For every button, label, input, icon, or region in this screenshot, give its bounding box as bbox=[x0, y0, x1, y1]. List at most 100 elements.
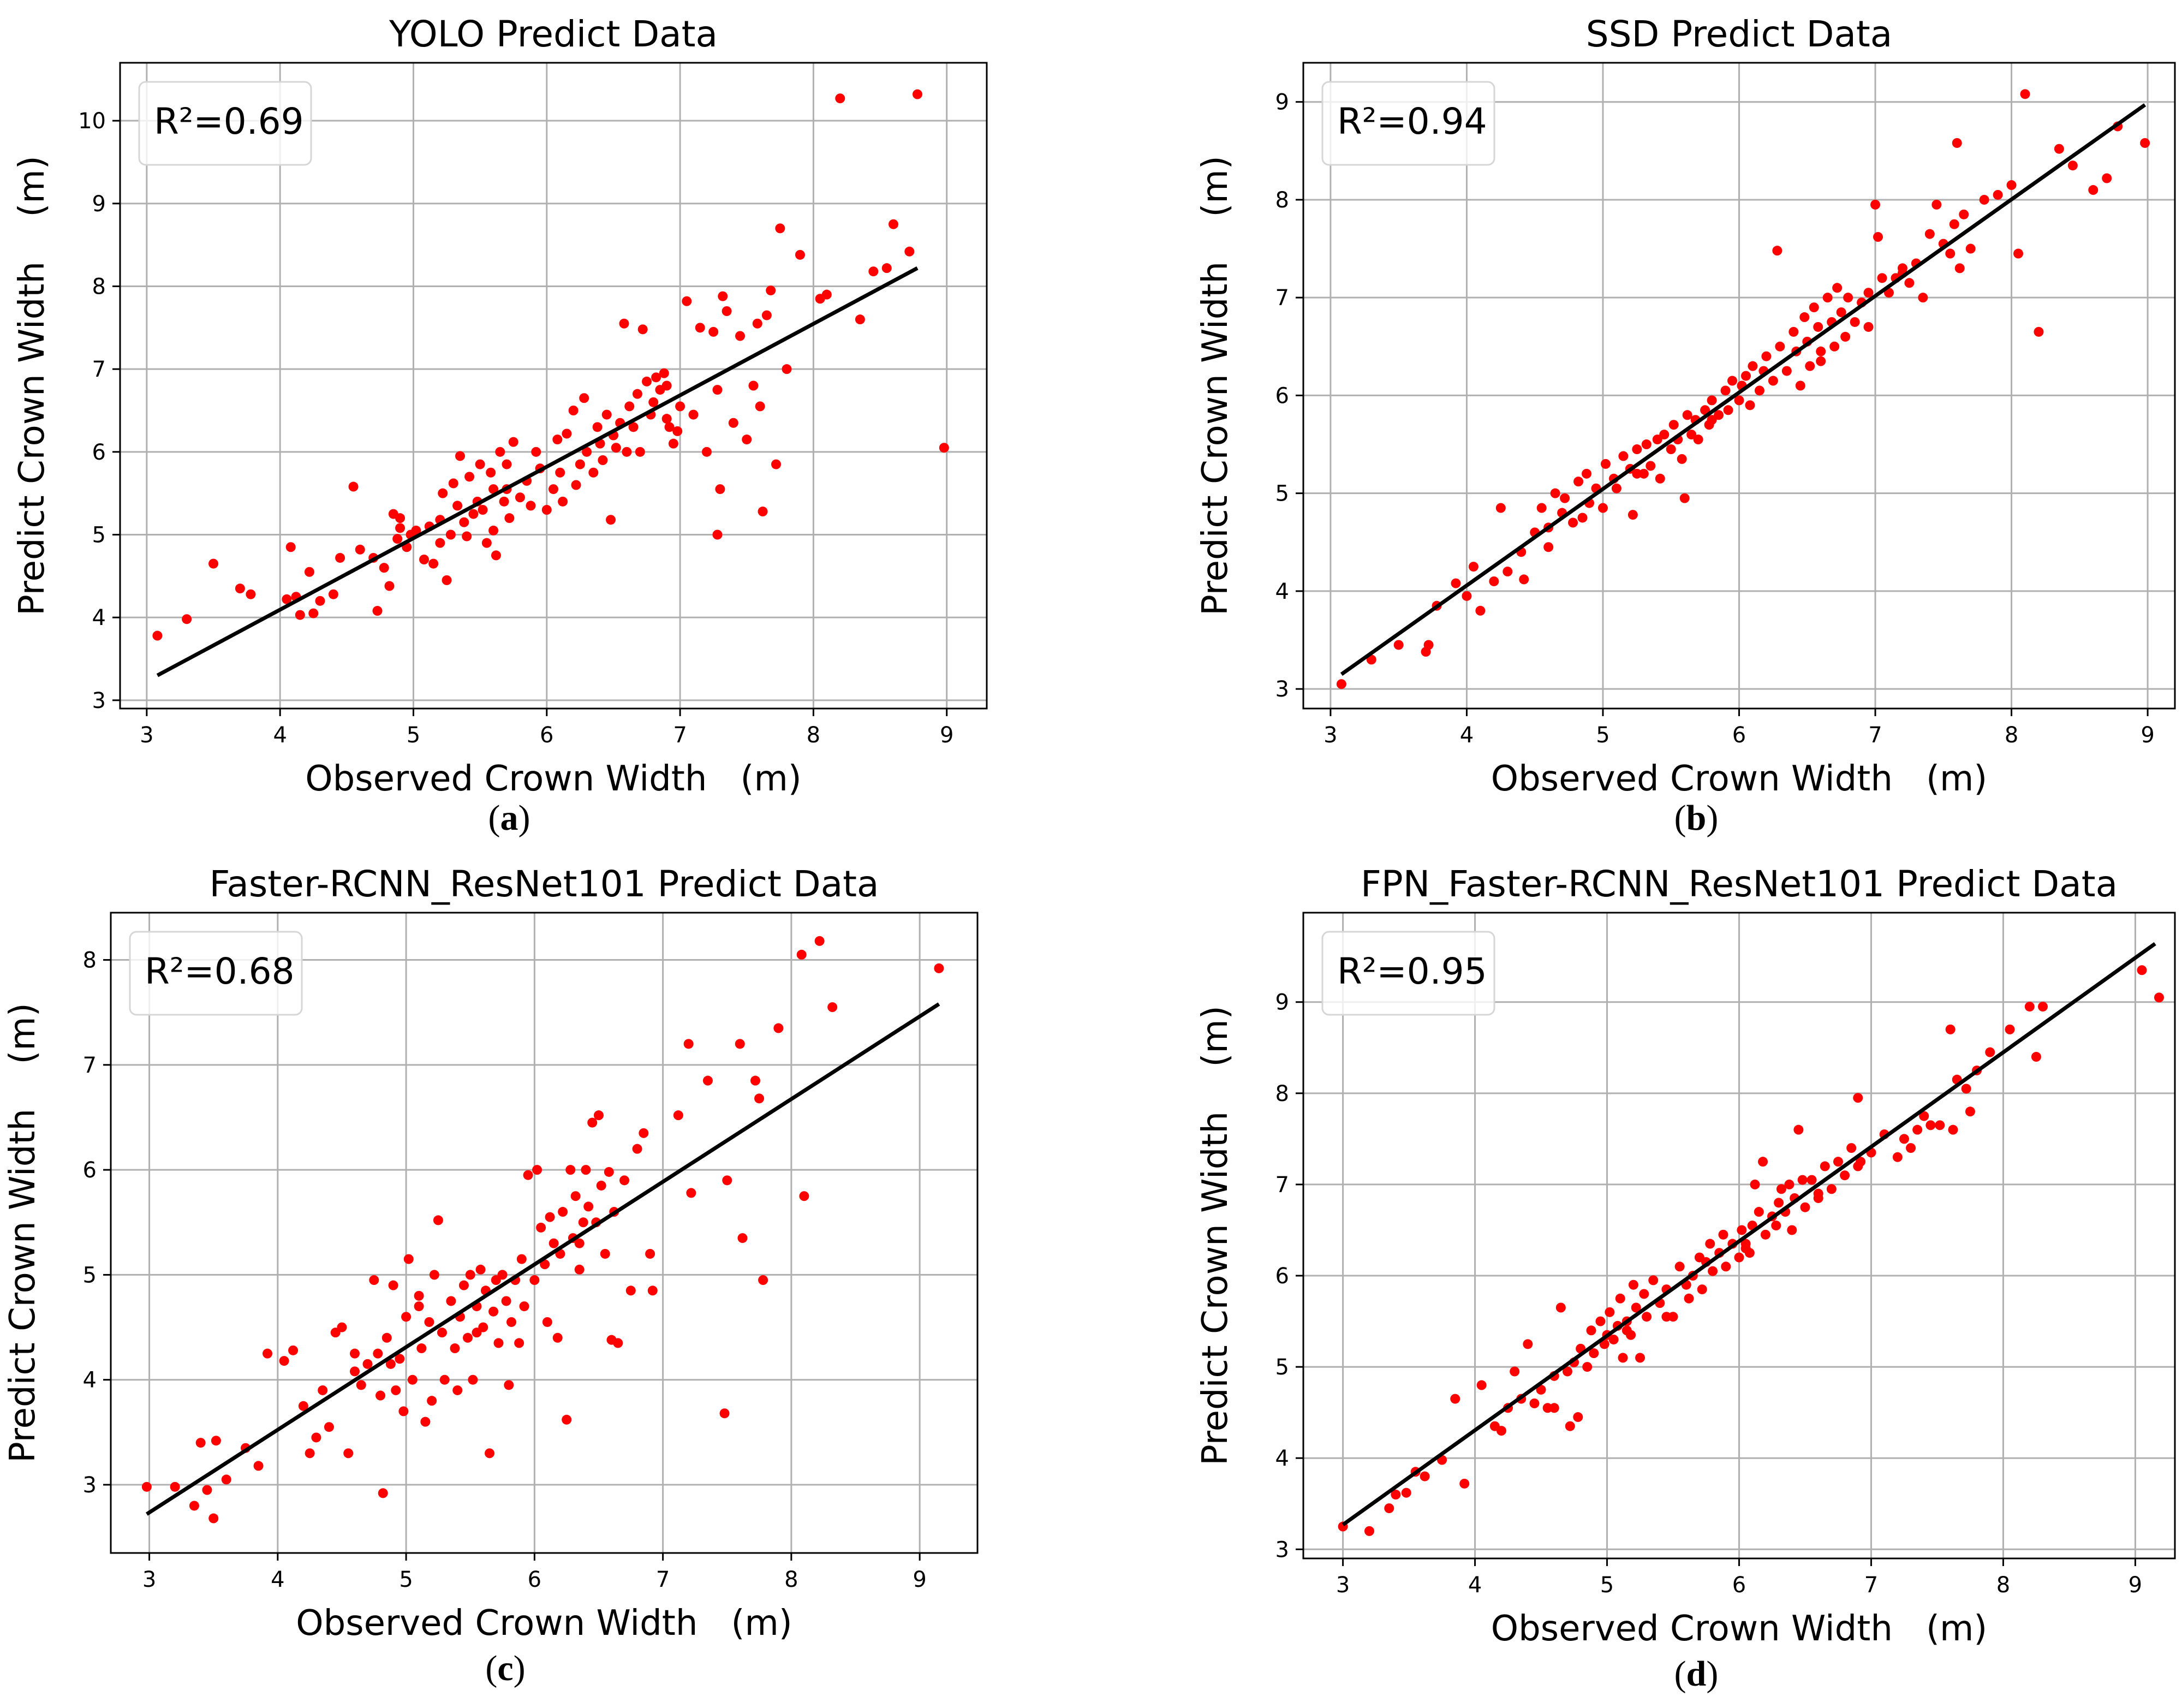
data-point bbox=[661, 380, 672, 391]
data-point bbox=[385, 1359, 396, 1369]
plot-frame bbox=[110, 912, 979, 1554]
data-point bbox=[1727, 376, 1738, 386]
data-point bbox=[508, 437, 518, 447]
data-point bbox=[1816, 356, 1826, 366]
data-point bbox=[465, 1270, 475, 1280]
data-point bbox=[1560, 493, 1570, 503]
data-point bbox=[718, 291, 728, 301]
panel-caption: (d) bbox=[1674, 1654, 1719, 1694]
data-point bbox=[637, 324, 648, 335]
data-point bbox=[775, 223, 785, 234]
data-point bbox=[499, 496, 509, 507]
y-axis-label: Predict Crown Width (m) bbox=[1195, 1005, 1236, 1465]
data-point bbox=[1945, 248, 1956, 259]
data-point bbox=[2137, 965, 2147, 975]
data-point bbox=[468, 1374, 478, 1385]
data-point bbox=[1519, 574, 1529, 585]
data-point bbox=[1993, 189, 2003, 200]
data-point bbox=[141, 1481, 152, 1492]
data-point bbox=[170, 1481, 180, 1492]
data-point bbox=[1985, 1047, 1995, 1057]
y-tick-label: 5 bbox=[1275, 481, 1289, 507]
data-point bbox=[1965, 1106, 1975, 1117]
data-point bbox=[488, 525, 499, 535]
data-point bbox=[651, 372, 661, 383]
data-point bbox=[648, 397, 659, 407]
data-point bbox=[1758, 1157, 1768, 1167]
data-point bbox=[349, 1366, 360, 1377]
data-point bbox=[1737, 1225, 1747, 1235]
data-point bbox=[429, 1270, 439, 1280]
data-point bbox=[581, 1165, 591, 1175]
r2-value: R²=0.68 bbox=[145, 950, 295, 992]
y-tick-label: 4 bbox=[83, 1368, 97, 1393]
data-point bbox=[493, 1338, 504, 1348]
data-point bbox=[912, 89, 922, 99]
y-tick-label: 8 bbox=[83, 948, 97, 973]
data-point bbox=[568, 406, 579, 415]
data-point bbox=[427, 1396, 437, 1406]
data-point bbox=[1401, 1487, 1411, 1498]
data-point bbox=[2013, 248, 2024, 259]
data-point bbox=[1935, 1120, 1945, 1130]
caption-open-paren: ( bbox=[485, 1649, 497, 1688]
data-point bbox=[1931, 199, 1942, 210]
data-point bbox=[414, 1290, 424, 1301]
data-point bbox=[722, 1175, 732, 1186]
data-point bbox=[1723, 405, 1733, 415]
x-tick-label: 3 bbox=[1336, 1573, 1350, 1598]
data-point bbox=[1555, 1302, 1566, 1313]
chart-title: FPN_Faster-RCNN_ResNet101 Predict Data bbox=[1361, 863, 2118, 905]
data-point bbox=[1714, 410, 1724, 420]
data-point bbox=[549, 1238, 559, 1248]
data-point bbox=[1925, 1120, 1936, 1130]
data-point bbox=[1336, 679, 1346, 689]
data-point bbox=[189, 1501, 199, 1511]
data-point bbox=[523, 1170, 533, 1180]
data-point bbox=[939, 443, 949, 453]
data-point bbox=[407, 1374, 418, 1385]
data-point bbox=[305, 1448, 315, 1459]
data-point bbox=[414, 1301, 424, 1312]
data-point bbox=[395, 513, 406, 523]
plot-frame bbox=[119, 62, 988, 710]
data-point bbox=[475, 459, 485, 469]
data-point bbox=[1451, 578, 1461, 588]
data-point bbox=[2034, 326, 2044, 337]
data-point bbox=[211, 1436, 221, 1446]
data-point bbox=[428, 558, 439, 569]
data-point bbox=[1659, 430, 1670, 440]
data-point bbox=[719, 1408, 730, 1419]
data-point bbox=[647, 1286, 658, 1296]
data-point bbox=[395, 523, 406, 533]
data-point bbox=[588, 467, 599, 478]
x-tick-label: 7 bbox=[1864, 1573, 1878, 1598]
data-point bbox=[504, 1380, 514, 1390]
caption-open-paren: ( bbox=[1674, 798, 1686, 838]
data-point bbox=[1565, 1421, 1575, 1431]
x-tick-label: 6 bbox=[1732, 723, 1746, 748]
data-point bbox=[491, 550, 501, 561]
caption-letter: c bbox=[497, 1649, 513, 1688]
data-point bbox=[202, 1485, 212, 1495]
data-point bbox=[485, 1448, 495, 1459]
data-point bbox=[1873, 232, 1883, 242]
data-point bbox=[2038, 1002, 2048, 1012]
data-point bbox=[529, 1275, 540, 1286]
x-tick-label: 8 bbox=[784, 1567, 798, 1592]
data-point bbox=[755, 401, 765, 412]
data-point bbox=[541, 505, 552, 515]
data-point bbox=[362, 1359, 373, 1369]
data-point bbox=[624, 401, 635, 412]
data-point bbox=[391, 1385, 401, 1395]
data-point bbox=[356, 1380, 366, 1390]
data-point bbox=[761, 310, 772, 320]
data-point bbox=[545, 1212, 555, 1222]
data-point bbox=[558, 496, 568, 507]
data-point bbox=[735, 1039, 745, 1049]
data-point bbox=[1768, 376, 1778, 386]
data-point bbox=[1807, 1175, 1817, 1185]
x-tick-label: 3 bbox=[140, 723, 153, 748]
data-point bbox=[1605, 1307, 1615, 1317]
data-point bbox=[392, 534, 403, 544]
